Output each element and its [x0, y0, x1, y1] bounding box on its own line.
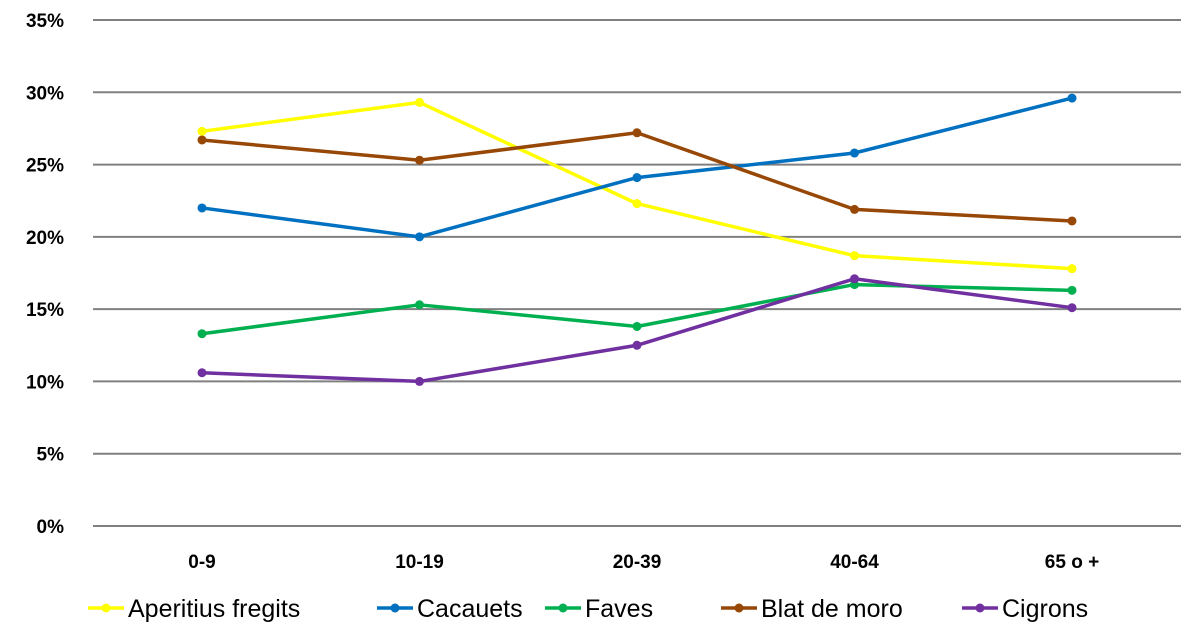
x-axis-ticks: 0-9 10-19 20-39 40-64 65 o + — [188, 552, 1099, 573]
y-tick-label: 35% — [26, 11, 64, 32]
legend-marker — [390, 603, 400, 613]
data-point — [632, 128, 642, 138]
data-point — [850, 204, 859, 214]
x-tick-label: 20-39 — [613, 552, 662, 573]
series-cacauets — [197, 93, 1077, 242]
y-axis-ticks: 0% 5% 10% 15% 20% 25% 30% 35% — [26, 11, 64, 538]
data-point — [1067, 303, 1077, 313]
legend-label: Cigrons — [1002, 595, 1088, 623]
y-tick-label: 10% — [26, 372, 64, 393]
data-point — [1067, 285, 1077, 295]
data-point — [415, 300, 424, 310]
series-blat-de-moro — [197, 128, 1077, 226]
legend: Aperitius fregits Cacauets Faves Blat de mo… — [88, 595, 1088, 623]
legend-item: Cigrons — [962, 595, 1088, 623]
gridlines — [93, 19, 1181, 527]
y-tick-label: 30% — [26, 83, 64, 104]
data-point — [632, 173, 642, 183]
data-point — [1067, 93, 1077, 103]
series-lines — [197, 93, 1077, 386]
data-point — [415, 376, 424, 386]
data-point — [197, 329, 207, 339]
data-point — [197, 126, 207, 136]
y-tick-label: 25% — [26, 156, 64, 177]
legend-item: Aperitius fregits — [88, 595, 300, 623]
legend-item: Blat de moro — [721, 595, 903, 623]
data-point — [197, 203, 207, 213]
legend-marker — [975, 603, 985, 613]
data-point — [197, 368, 207, 378]
x-tick-label: 65 o + — [1045, 552, 1099, 573]
legend-label: Blat de moro — [761, 595, 903, 623]
data-point — [1067, 216, 1077, 226]
data-point — [197, 135, 207, 145]
y-tick-label: 20% — [26, 228, 64, 249]
data-point — [415, 232, 424, 242]
y-tick-label: 15% — [26, 300, 64, 321]
legend-item: Cacauets — [377, 595, 523, 623]
data-point — [850, 251, 859, 261]
series-line — [201, 96, 1073, 239]
series-line — [201, 100, 1073, 271]
data-point — [1067, 264, 1077, 274]
legend-marker — [101, 603, 111, 613]
data-point — [415, 155, 424, 165]
legend-label: Aperitius fregits — [128, 595, 300, 623]
legend-label: Faves — [585, 595, 653, 623]
data-point — [850, 274, 859, 284]
legend-marker — [734, 603, 744, 613]
legend-marker — [558, 603, 568, 613]
data-point — [632, 199, 642, 209]
series-cigrons — [197, 274, 1077, 386]
data-point — [632, 340, 642, 350]
series-faves — [197, 280, 1077, 339]
legend-label: Cacauets — [417, 595, 523, 623]
data-point — [850, 148, 859, 158]
x-tick-label: 0-9 — [188, 552, 215, 573]
y-tick-label: 5% — [37, 445, 65, 466]
data-point — [632, 321, 642, 331]
x-tick-label: 40-64 — [830, 552, 879, 573]
data-point — [415, 97, 424, 107]
y-tick-label: 0% — [37, 517, 65, 538]
x-tick-label: 10-19 — [395, 552, 444, 573]
legend-item: Faves — [545, 595, 653, 623]
series-aperitius-fregits — [197, 97, 1077, 274]
